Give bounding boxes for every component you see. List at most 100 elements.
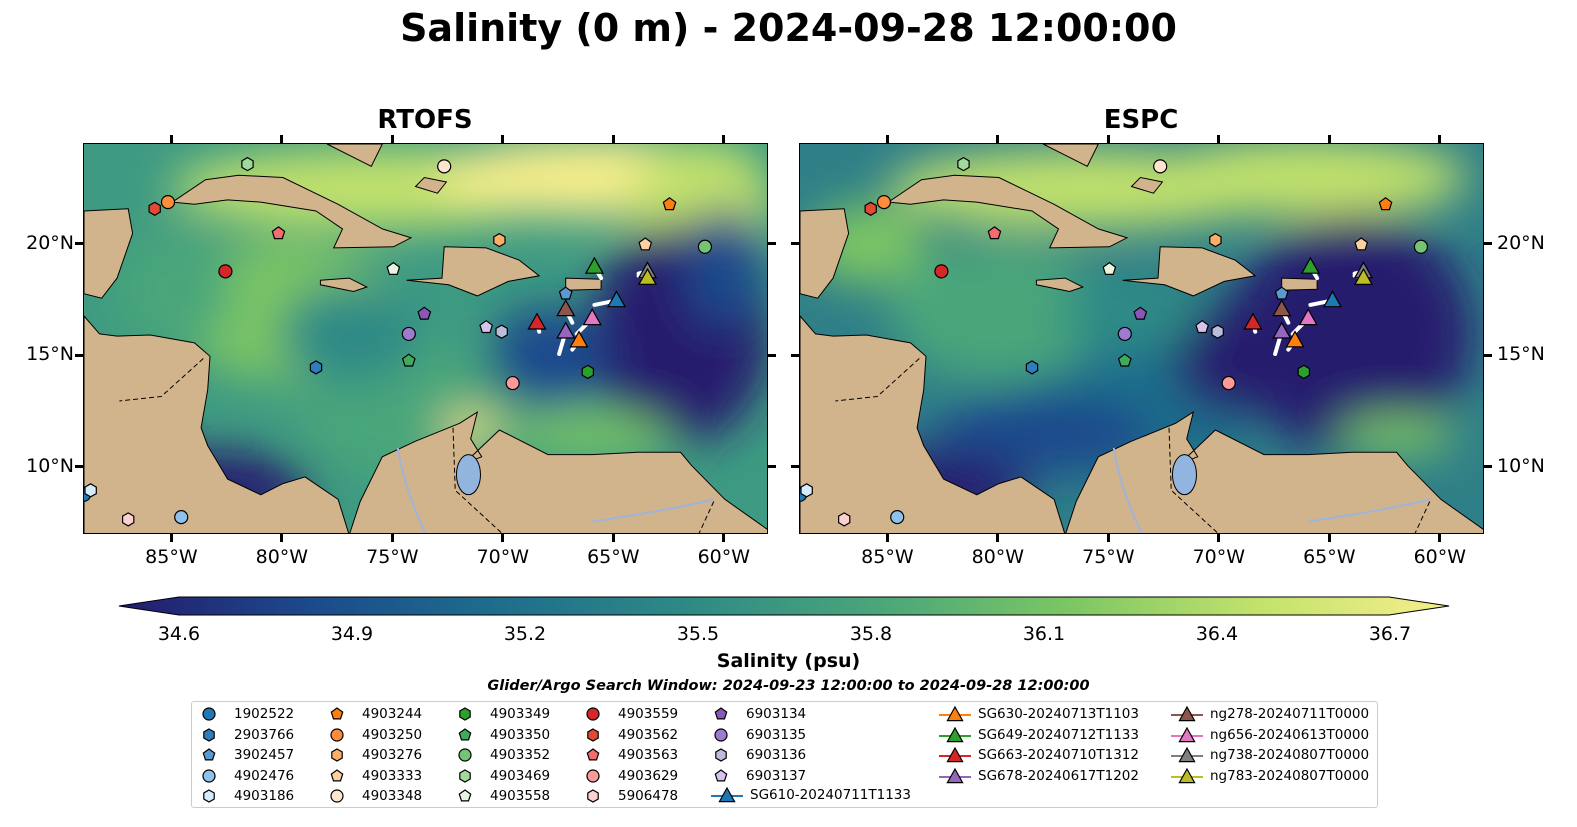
legend-label: 4903186	[234, 788, 295, 804]
legend-marker	[946, 746, 964, 763]
map-canvas	[800, 144, 1483, 533]
legend-label: 4903469	[490, 767, 551, 784]
legend-marker	[202, 768, 216, 783]
legend-label: ng738-20240807T0000	[1210, 747, 1370, 763]
panel-title-espc: ESPC	[1103, 105, 1179, 135]
legend-label: ng278-20240711T0000	[1210, 706, 1370, 722]
legend-label: 4903333	[362, 767, 423, 784]
lon-tick-label: 70°W	[1192, 546, 1246, 568]
glider-sg610-marker	[606, 290, 627, 308]
float-4903349-marker	[1297, 364, 1310, 380]
lon-tick-label: 65°W	[587, 546, 640, 568]
lat-tick-mark	[768, 465, 776, 469]
lon-tick-mark	[722, 534, 726, 542]
lon-tick-mark	[280, 135, 284, 143]
legend-marker	[459, 768, 471, 783]
lon-tick-mark	[1327, 534, 1331, 542]
lon-tick-mark	[611, 534, 615, 542]
legend-label: 4903350	[490, 726, 551, 743]
legend-marker	[331, 748, 343, 762]
legend-marker	[946, 726, 964, 742]
glider-sg610-marker	[1322, 290, 1343, 308]
lon-tick-label: 75°W	[366, 546, 419, 568]
lon-tick-mark	[722, 135, 726, 143]
lon-tick-mark	[996, 135, 1000, 143]
lon-tick-mark	[169, 534, 173, 542]
legend-marker	[330, 727, 344, 742]
lat-tick-label-left: 15°N	[26, 343, 74, 366]
glider-ng783-marker	[637, 267, 658, 285]
lon-tick-label: 85°W	[861, 546, 914, 568]
float-3902457-marker	[558, 286, 573, 300]
glider-sg663-marker	[1243, 312, 1263, 330]
legend-marker	[202, 748, 216, 761]
float-4903244-marker	[662, 197, 677, 211]
legend-label: 4903349	[490, 706, 551, 722]
legend: 1902522 2903766 3902457 4902476 4903186 49032…	[191, 701, 1378, 808]
legend-label: 6903136	[746, 747, 807, 763]
legend-marker	[714, 768, 728, 781]
float-4903563-marker	[271, 226, 286, 240]
glider-sg678-marker	[556, 321, 576, 339]
lon-tick-mark	[611, 135, 615, 143]
float-4903276-marker	[1209, 232, 1222, 248]
colorbar-tick-label: 35.2	[503, 623, 547, 645]
float-6903137-marker	[1195, 319, 1210, 334]
legend-label: ng656-20240613T0000	[1210, 726, 1370, 743]
espc-map	[799, 143, 1484, 534]
lon-tick-label: 80°W	[971, 546, 1025, 568]
legend-label: 6903137	[746, 767, 807, 784]
legend-label: 4903244	[362, 706, 423, 722]
lat-tick-mark	[1484, 353, 1492, 357]
colorbar-tick-label: 34.9	[330, 623, 374, 645]
lon-tick-mark	[885, 534, 889, 542]
legend-label: 3902457	[234, 747, 295, 763]
float-4903250-marker	[876, 194, 892, 210]
float-6903135-marker	[401, 326, 416, 342]
glider-sg649-marker	[1300, 256, 1321, 274]
legend-marker	[1178, 726, 1196, 742]
float-4903348-marker	[437, 159, 452, 174]
colorbar-label: Salinity (psu)	[716, 650, 861, 672]
float-5906478-marker	[837, 512, 851, 527]
lon-tick-mark	[1438, 135, 1442, 143]
colorbar-tick-label: 35.5	[676, 623, 720, 645]
float-5906478-marker	[121, 512, 135, 527]
lon-tick-label: 60°W	[1413, 546, 1467, 568]
legend-label: 4903276	[362, 747, 423, 763]
lon-tick-mark	[390, 534, 394, 542]
legend-label: 6903134	[746, 706, 807, 722]
glider-sg630-marker	[569, 330, 589, 348]
float-4903563-marker	[987, 226, 1002, 240]
legend-marker	[714, 727, 728, 742]
legend-marker	[1178, 705, 1196, 722]
glider-ng656-marker	[582, 308, 602, 326]
colorbar-tick-label: 35.8	[849, 623, 893, 645]
float-4903559-marker	[218, 264, 233, 279]
legend-marker	[715, 748, 727, 762]
legend-marker	[203, 789, 215, 803]
glider-ng278-marker	[556, 299, 576, 317]
float-4902476-marker	[890, 510, 905, 525]
float-6903134-marker	[417, 306, 432, 320]
float-2903766-marker	[309, 360, 323, 375]
legend-marker	[946, 705, 964, 722]
lon-tick-mark	[1106, 534, 1110, 542]
colorbar-tick-label: 36.1	[1022, 623, 1066, 645]
legend-label: SG663-20240710T1312	[978, 747, 1139, 763]
legend-label: 4903559	[618, 706, 679, 722]
lon-tick-mark	[501, 135, 505, 143]
float-4903186-marker	[84, 483, 97, 498]
lat-tick-mark	[791, 242, 799, 246]
legend-marker	[458, 727, 472, 740]
lat-tick-label-right: 20°N	[1497, 231, 1545, 254]
float-4903558-marker	[1102, 261, 1117, 275]
legend-label: 2903766	[234, 726, 295, 743]
lat-tick-mark	[791, 465, 799, 469]
lat-tick-mark	[1484, 465, 1492, 469]
float-4903352-marker	[697, 239, 713, 254]
lat-tick-mark	[75, 465, 83, 469]
float-4903562-marker	[148, 201, 161, 216]
glider-ng656-marker	[1298, 308, 1318, 326]
legend-label: 5906478	[618, 788, 679, 804]
